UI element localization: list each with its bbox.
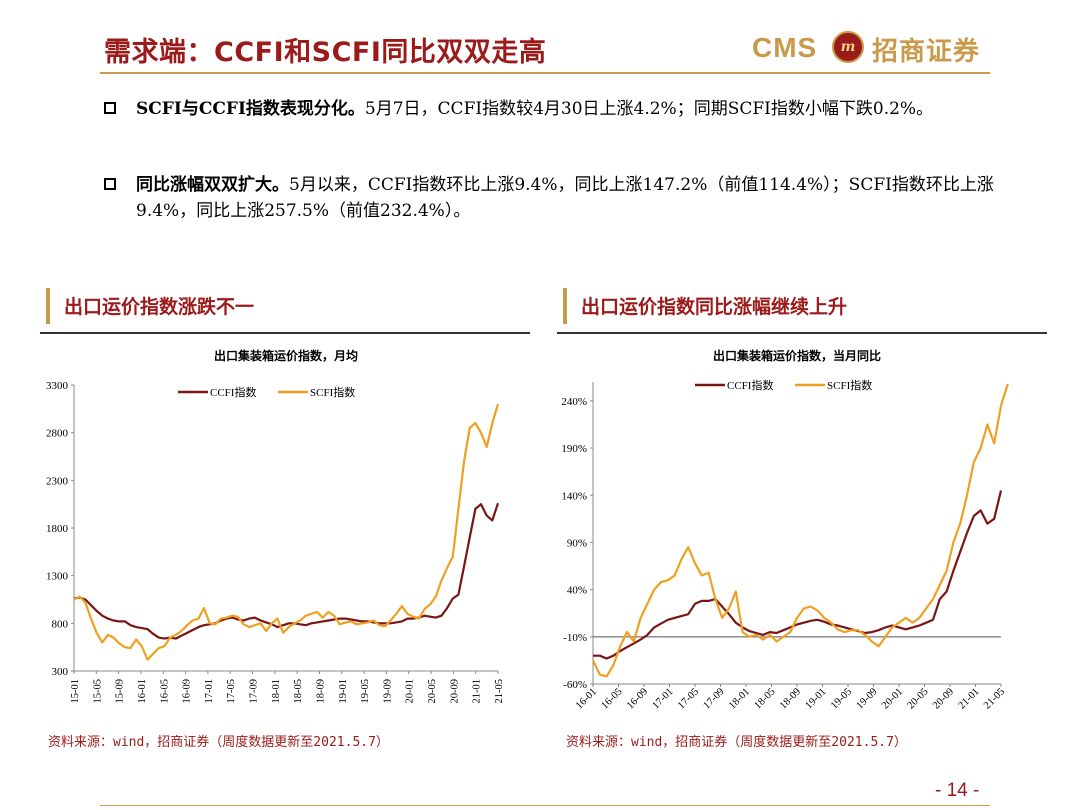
x-tick-label: 21-05 [494, 679, 505, 704]
y-tick-label: 800 [52, 618, 69, 630]
source-note-left: 资料来源：wind，招商证券（周度数据更新至2021.5.7） [48, 735, 389, 750]
x-tick-label: 20-05 [427, 679, 438, 704]
x-tick-label: 15-05 [92, 679, 103, 704]
x-tick-label: 17-05 [226, 679, 237, 704]
y-tick-label: 240% [561, 396, 587, 408]
x-tick-label: 16-05 [600, 686, 625, 711]
y-tick-label: 1300 [46, 571, 69, 583]
title-divider [100, 72, 990, 74]
page-title: 需求端：CCFI和SCFI同比双双走高 [104, 37, 547, 68]
x-tick-label: 17-01 [651, 686, 676, 711]
series-line-scfi [592, 383, 1009, 678]
x-tick-label: 18-09 [315, 679, 326, 704]
series-line-scfi [73, 403, 500, 661]
x-tick-label: 16-09 [625, 686, 650, 711]
bullet-1-heading: SCFI与CCFI指数表现分化。 [136, 99, 365, 119]
x-tick-label: 20-09 [931, 686, 956, 711]
x-tick-label: 15-09 [115, 679, 126, 704]
x-tick-label: 20-05 [906, 686, 931, 711]
y-tick-label: 2300 [46, 475, 69, 487]
section-rule-left [40, 332, 530, 334]
logo-cms-text: CMS [752, 32, 818, 63]
section-accent-bar [46, 288, 50, 324]
x-tick-label: 15-01 [70, 679, 81, 704]
x-tick-label: 20-01 [405, 679, 416, 704]
chart-ccfi-scfi-yoy: 出口集装箱运价指数，当月同比 -60% -10% 40% 90% 140% 190% 240%… [561, 348, 1009, 711]
x-tick-label: 19-09 [855, 686, 880, 711]
y-tick-label: 90% [567, 537, 587, 549]
x-tick-label: 17-09 [249, 679, 260, 704]
y-tick-label: 300 [52, 666, 69, 678]
chart-title: 出口集装箱运价指数，月均 [214, 348, 358, 363]
section-rule-right [557, 332, 1047, 334]
chart-title: 出口集装箱运价指数，当月同比 [713, 348, 881, 363]
legend-label: CCFI指数 [727, 378, 773, 392]
logo-mark-icon: m [832, 31, 864, 63]
x-tick-label: 16-05 [159, 679, 170, 704]
x-tick-label: 19-01 [804, 686, 829, 711]
y-tick-label: -10% [563, 632, 587, 644]
bullet-2-heading: 同比涨幅双双扩大。 [136, 175, 289, 195]
bullet-2-body: 5月以来，CCFI指数环比上涨9.4%，同比上涨147.2%（前值114.4%）… [136, 175, 994, 221]
y-tick-label: 3300 [46, 380, 69, 392]
page-footer-rule [100, 805, 990, 806]
y-tick-label: 2800 [46, 428, 69, 440]
x-tick-label: 19-09 [382, 679, 393, 704]
chart-ccfi-scfi-index: 出口集装箱运价指数，月均 300 800 1300 1800 2300 2800 3300 15… [46, 348, 505, 704]
x-tick-label: 21-01 [957, 686, 982, 711]
x-tick-label: 18-05 [753, 686, 778, 711]
bullet-square-icon [104, 178, 116, 190]
x-tick-label: 20-01 [880, 686, 905, 711]
x-tick-label: 19-01 [338, 679, 349, 704]
section-title-right: 出口运价指数同比涨幅继续上升 [581, 296, 848, 318]
y-tick-label: 190% [561, 443, 587, 455]
bullet-1-body: 5月7日，CCFI指数较4月30日上涨4.2%；同期SCFI指数小幅下跌0.2%… [364, 99, 934, 119]
y-tick-label: 140% [561, 490, 587, 502]
section-title-left: 出口运价指数涨跌不一 [64, 296, 255, 318]
series-line-ccfi [73, 502, 500, 640]
series-line-ccfi [593, 490, 1003, 660]
logo-cn-text: 招商证券 [872, 37, 981, 67]
y-tick-label: 1800 [46, 523, 69, 535]
x-tick-label: 19-05 [360, 679, 371, 704]
x-tick-label: 21-01 [472, 679, 483, 704]
legend-label: CCFI指数 [210, 385, 256, 399]
x-tick-label: 21-05 [982, 686, 1007, 711]
y-tick-label: -60% [563, 679, 587, 691]
x-tick-label: 16-01 [137, 679, 148, 704]
x-tick-label: 18-05 [293, 679, 304, 704]
x-tick-label: 17-01 [204, 679, 215, 704]
company-logo: CMS m 招商证券 [752, 28, 992, 68]
legend-label: SCFI指数 [827, 378, 872, 392]
page-number: - 14 - [935, 780, 980, 801]
x-tick-label: 16-09 [182, 679, 193, 704]
source-note-right: 资料来源：wind，招商证券（周度数据更新至2021.5.7） [566, 735, 907, 750]
y-tick-label: 40% [567, 585, 587, 597]
x-tick-label: 18-01 [271, 679, 282, 704]
x-tick-label: 18-09 [778, 686, 803, 711]
x-tick-label: 18-01 [727, 686, 752, 711]
x-tick-label: 19-05 [829, 686, 854, 711]
legend-label: SCFI指数 [310, 385, 355, 399]
bullet-square-icon [104, 102, 116, 114]
section-accent-bar [563, 288, 567, 324]
x-tick-label: 17-05 [676, 686, 701, 711]
x-tick-label: 17-09 [702, 686, 727, 711]
x-tick-label: 20-09 [449, 679, 460, 704]
